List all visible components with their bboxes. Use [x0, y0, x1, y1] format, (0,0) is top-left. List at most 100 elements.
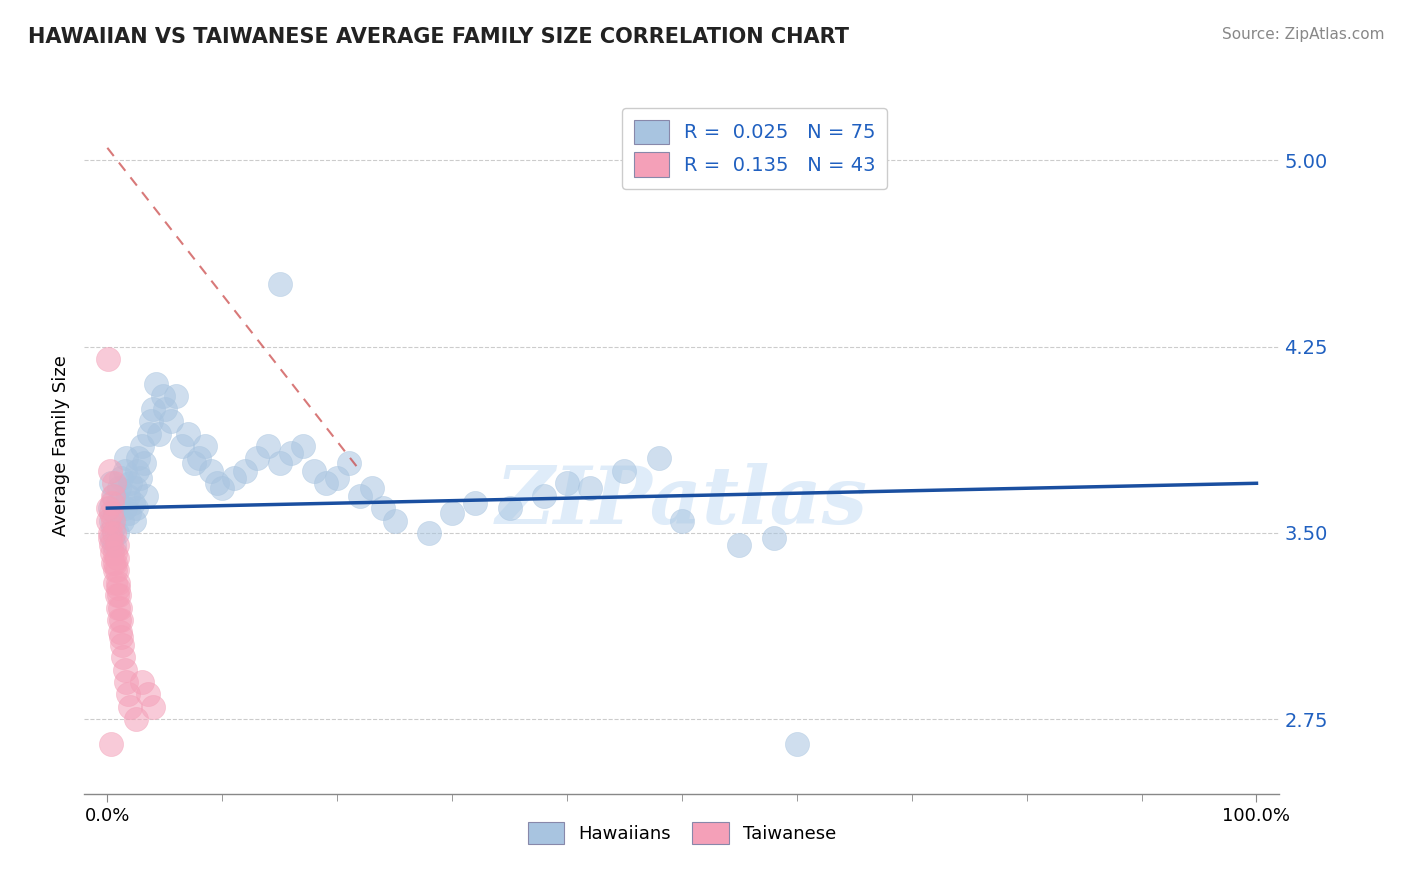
Point: [110, 613, 132, 627]
Point: [104, 563, 127, 577]
Text: HAWAIIAN VS TAIWANESE AVERAGE FAMILY SIZE CORRELATION CHART: HAWAIIAN VS TAIWANESE AVERAGE FAMILY SIZ…: [28, 27, 849, 46]
Point: [97, 514, 120, 528]
Text: Source: ZipAtlas.com: Source: ZipAtlas.com: [1222, 27, 1385, 42]
Text: ZIPatlas: ZIPatlas: [496, 463, 868, 541]
Point: [326, 471, 349, 485]
Point: [280, 446, 302, 460]
Point: [132, 457, 156, 471]
Point: [125, 501, 148, 516]
Point: [111, 514, 134, 528]
Point: [114, 464, 136, 478]
Point: [108, 625, 131, 640]
Point: [177, 426, 200, 441]
Point: [107, 496, 129, 510]
Point: [114, 675, 136, 690]
Point: [103, 489, 125, 503]
Point: [100, 538, 122, 552]
Point: [211, 481, 233, 495]
Point: [128, 471, 150, 485]
Point: [105, 550, 128, 565]
Point: [135, 489, 157, 503]
Point: [100, 514, 122, 528]
Point: [104, 556, 127, 570]
Point: [613, 464, 636, 478]
Point: [269, 277, 291, 292]
Point: [117, 489, 139, 503]
Point: [302, 464, 325, 478]
Point: [114, 451, 136, 466]
Point: [498, 501, 520, 516]
Point: [148, 426, 170, 441]
Point: [101, 521, 124, 535]
Point: [464, 496, 486, 510]
Point: [120, 700, 142, 714]
Point: [127, 464, 149, 478]
Point: [105, 563, 128, 577]
Point: [728, 538, 751, 552]
Point: [101, 496, 124, 510]
Point: [108, 600, 131, 615]
Point: [360, 481, 382, 495]
Point: [117, 688, 139, 702]
Point: [108, 588, 131, 602]
Point: [136, 688, 159, 702]
Point: [441, 506, 464, 520]
Point: [100, 506, 122, 520]
Point: [648, 451, 671, 466]
Point: [142, 700, 165, 714]
Point: [98, 501, 121, 516]
Point: [291, 439, 314, 453]
Point: [105, 526, 128, 541]
Point: [107, 581, 129, 595]
Point: [103, 476, 125, 491]
Point: [122, 514, 145, 528]
Point: [142, 401, 165, 416]
Point: [124, 481, 146, 495]
Point: [246, 451, 269, 466]
Point: [101, 546, 124, 560]
Point: [97, 501, 120, 516]
Point: [120, 476, 142, 491]
Point: [121, 496, 143, 510]
Point: [112, 650, 135, 665]
Point: [762, 531, 785, 545]
Point: [159, 414, 181, 428]
Point: [131, 439, 153, 453]
Point: [101, 514, 124, 528]
Point: [101, 489, 124, 503]
Point: [269, 457, 291, 471]
Point: [110, 471, 132, 485]
Point: [97, 351, 120, 366]
Point: [233, 464, 256, 478]
Point: [205, 476, 228, 491]
Point: [98, 526, 121, 541]
Point: [108, 613, 131, 627]
Point: [98, 464, 121, 478]
Point: [105, 588, 128, 602]
Point: [101, 531, 124, 545]
Point: [188, 451, 211, 466]
Point: [200, 464, 222, 478]
Point: [125, 712, 148, 726]
Point: [315, 476, 337, 491]
Point: [418, 526, 440, 541]
Point: [533, 489, 555, 503]
Point: [105, 538, 128, 552]
Point: [104, 546, 127, 560]
Point: [118, 506, 141, 520]
Point: [107, 600, 129, 615]
Point: [100, 737, 122, 751]
Point: [114, 663, 136, 677]
Point: [108, 481, 131, 495]
Point: [104, 575, 127, 590]
Point: [337, 457, 360, 471]
Point: [103, 538, 125, 552]
Point: [183, 457, 205, 471]
Point: [110, 631, 132, 645]
Point: [165, 389, 187, 403]
Point: [100, 476, 122, 491]
Legend: Hawaiians, Taiwanese: Hawaiians, Taiwanese: [520, 814, 844, 851]
Point: [194, 439, 217, 453]
Point: [114, 501, 136, 516]
Point: [384, 514, 406, 528]
